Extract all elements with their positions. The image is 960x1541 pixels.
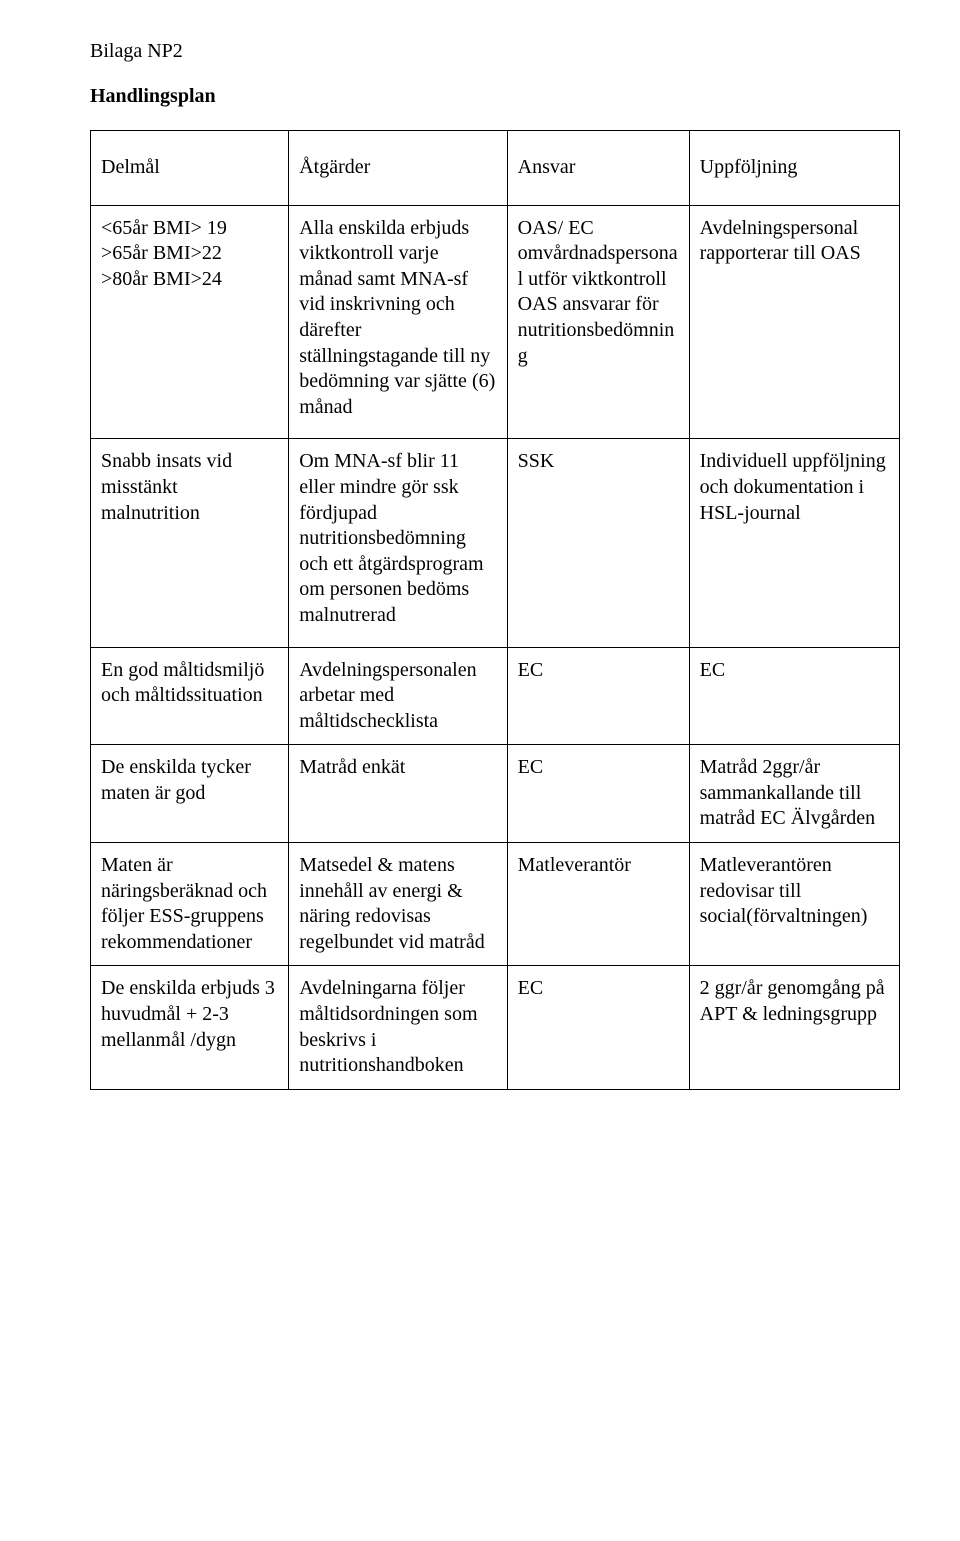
cell-uppfoljning: Matråd 2ggr/år sammankallande till matrå… [689,745,899,843]
cell-ansvar: EC [507,647,689,745]
handlingsplan-table: Delmål Åtgärder Ansvar Uppföljning <65år… [90,130,900,1090]
cell-ansvar: EC [507,966,689,1089]
cell-delmal: De enskilda erbjuds 3 huvudmål + 2-3 mel… [91,966,289,1089]
cell-atgarder: Avdelningspersonalen arbetar med måltids… [289,647,507,745]
cell-atgarder: Avdelningarna följer måltidsordningen so… [289,966,507,1089]
cell-uppfoljning: 2 ggr/år genomgång på APT & ledningsgrup… [689,966,899,1089]
table-row: <65år BMI> 19 >65år BMI>22 >80år BMI>24 … [91,205,900,439]
cell-uppfoljning: Individuell uppföljning och dokumentatio… [689,439,899,647]
col-header-uppfoljning: Uppföljning [689,131,899,206]
col-header-atgarder: Åtgärder [289,131,507,206]
page: Bilaga NP2 Handlingsplan Delmål Åtgärder… [0,0,960,1541]
cell-atgarder: Alla enskilda erbjuds viktkontroll varje… [289,205,507,439]
cell-delmal: Snabb insats vid misstänkt malnutrition [91,439,289,647]
table-row: Snabb insats vid misstänkt malnutrition … [91,439,900,647]
cell-atgarder: Om MNA-sf blir 11 eller mindre gör ssk f… [289,439,507,647]
cell-atgarder: Matsedel & matens innehåll av energi & n… [289,843,507,966]
table-header-row: Delmål Åtgärder Ansvar Uppföljning [91,131,900,206]
cell-delmal: <65år BMI> 19 >65år BMI>22 >80år BMI>24 [91,205,289,439]
cell-ansvar: Matleverantör [507,843,689,966]
cell-uppfoljning: Matleverantören redovisar till social(fö… [689,843,899,966]
cell-ansvar: EC [507,745,689,843]
col-header-ansvar: Ansvar [507,131,689,206]
table-row: De enskilda tycker maten är god Matråd e… [91,745,900,843]
col-header-delmal: Delmål [91,131,289,206]
document-top-label: Bilaga NP2 [90,40,900,63]
table-row: De enskilda erbjuds 3 huvudmål + 2-3 mel… [91,966,900,1089]
cell-delmal: De enskilda tycker maten är god [91,745,289,843]
table-row: En god måltidsmiljö och måltidssituation… [91,647,900,745]
cell-delmal: Maten är näringsberäknad och följer ESS-… [91,843,289,966]
table-row: Maten är näringsberäknad och följer ESS-… [91,843,900,966]
cell-uppfoljning: EC [689,647,899,745]
cell-atgarder: Matråd enkät [289,745,507,843]
cell-ansvar: OAS/ EC omvårdnadspersonal utför viktkon… [507,205,689,439]
cell-ansvar: SSK [507,439,689,647]
document-heading: Handlingsplan [90,85,900,108]
cell-delmal: En god måltidsmiljö och måltidssituation [91,647,289,745]
cell-uppfoljning: Avdelningspersonal rapporterar till OAS [689,205,899,439]
